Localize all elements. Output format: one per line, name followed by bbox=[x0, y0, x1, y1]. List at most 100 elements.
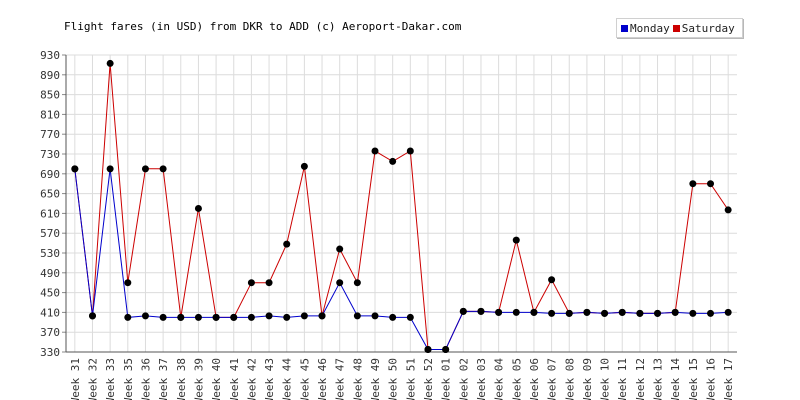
x-tick-label: Week 14 bbox=[669, 358, 682, 400]
x-tick-label: Week 06 bbox=[528, 358, 541, 400]
data-point-saturday bbox=[353, 279, 361, 287]
data-point-monday bbox=[565, 309, 573, 317]
data-point-monday bbox=[530, 308, 538, 316]
x-tick-label: Week 07 bbox=[546, 358, 559, 400]
data-point-monday bbox=[283, 313, 291, 321]
y-tick-label: 530 bbox=[40, 247, 60, 260]
y-tick-label: 370 bbox=[40, 326, 60, 339]
data-point-monday bbox=[230, 313, 238, 321]
y-tick-label: 690 bbox=[40, 168, 60, 181]
x-tick-label: Week 32 bbox=[86, 358, 99, 400]
data-point-saturday bbox=[159, 165, 167, 173]
data-point-monday bbox=[247, 313, 255, 321]
data-point-monday bbox=[318, 312, 326, 320]
data-point-monday bbox=[583, 308, 591, 316]
data-point-monday bbox=[548, 309, 556, 317]
data-point-monday bbox=[654, 309, 662, 317]
x-tick-label: Week 36 bbox=[139, 358, 152, 400]
legend: Monday Saturday bbox=[616, 18, 743, 38]
data-point-monday bbox=[671, 308, 679, 316]
data-point-monday bbox=[353, 312, 361, 320]
data-point-saturday bbox=[548, 276, 556, 284]
y-tick-label: 610 bbox=[40, 207, 60, 220]
data-point-monday bbox=[636, 309, 644, 317]
legend-swatch-monday bbox=[621, 24, 628, 32]
legend-label-saturday: Saturday bbox=[681, 21, 735, 35]
y-tick-label: 890 bbox=[40, 69, 60, 82]
y-tick-label: 810 bbox=[40, 108, 60, 121]
x-tick-label: Week 12 bbox=[634, 358, 647, 400]
data-point-saturday bbox=[689, 180, 697, 188]
data-point-monday bbox=[212, 313, 220, 321]
data-point-saturday bbox=[389, 157, 397, 165]
x-tick-label: Week 35 bbox=[122, 358, 135, 400]
data-point-monday bbox=[371, 312, 379, 320]
x-tick-label: Week 08 bbox=[563, 358, 576, 400]
data-point-monday bbox=[459, 307, 467, 315]
x-tick-label: Week 47 bbox=[334, 358, 347, 400]
data-point-monday bbox=[512, 308, 520, 316]
y-tick-label: 770 bbox=[40, 128, 60, 141]
data-point-monday bbox=[707, 309, 715, 317]
x-tick-label: Week 52 bbox=[422, 358, 435, 400]
data-point-monday bbox=[495, 308, 503, 316]
data-point-saturday bbox=[406, 147, 414, 155]
legend-swatch-saturday bbox=[672, 24, 680, 32]
data-point-monday bbox=[124, 313, 132, 321]
data-point-monday bbox=[336, 279, 344, 287]
data-point-monday bbox=[141, 312, 149, 320]
data-point-monday bbox=[618, 308, 626, 316]
x-tick-label: Week 16 bbox=[705, 358, 718, 400]
y-tick-label: 330 bbox=[40, 346, 60, 359]
data-point-saturday bbox=[106, 59, 114, 67]
x-tick-label: Week 43 bbox=[263, 358, 276, 400]
data-point-monday bbox=[724, 308, 732, 316]
data-point-saturday bbox=[247, 279, 255, 287]
y-tick-label: 570 bbox=[40, 227, 60, 240]
x-tick-label: Week 17 bbox=[722, 358, 735, 400]
x-tick-label: Week 42 bbox=[245, 358, 258, 400]
data-point-saturday bbox=[265, 279, 273, 287]
legend-item-monday: Monday bbox=[621, 22, 670, 35]
y-tick-label: 730 bbox=[40, 148, 60, 161]
y-tick-label: 450 bbox=[40, 287, 60, 300]
x-tick-label: Week 50 bbox=[387, 358, 400, 400]
x-tick-label: Week 39 bbox=[192, 358, 205, 400]
data-point-saturday bbox=[512, 236, 520, 244]
x-tick-label: Week 02 bbox=[457, 358, 470, 400]
data-point-monday bbox=[300, 312, 308, 320]
data-point-monday bbox=[601, 309, 609, 317]
y-tick-label: 490 bbox=[40, 267, 60, 280]
data-point-monday bbox=[177, 313, 185, 321]
data-point-saturday bbox=[141, 165, 149, 173]
data-point-monday bbox=[424, 346, 432, 354]
x-tick-label: Week 01 bbox=[440, 358, 453, 400]
legend-item-saturday: Saturday bbox=[672, 21, 735, 35]
y-tick-label: 650 bbox=[40, 188, 60, 201]
data-point-monday bbox=[88, 312, 96, 320]
data-point-monday bbox=[265, 312, 273, 320]
chart-title: Flight fares (in USD) from DKR to ADD (c… bbox=[64, 20, 462, 33]
x-tick-label: Week 33 bbox=[104, 358, 117, 400]
data-point-saturday bbox=[124, 279, 132, 287]
x-tick-label: Week 31 bbox=[69, 358, 82, 400]
x-tick-label: Week 13 bbox=[652, 358, 665, 400]
data-point-saturday bbox=[724, 206, 732, 214]
data-point-monday bbox=[194, 313, 202, 321]
x-tick-label: Week 46 bbox=[316, 358, 329, 400]
x-tick-label: Week 45 bbox=[298, 358, 311, 400]
y-tick-label: 410 bbox=[40, 306, 60, 319]
y-tick-label: 850 bbox=[40, 89, 60, 102]
x-tick-label: Week 49 bbox=[369, 358, 382, 400]
x-tick-label: Week 03 bbox=[475, 358, 488, 400]
x-tick-label: Week 05 bbox=[510, 358, 523, 400]
x-tick-label: Week 41 bbox=[228, 358, 241, 400]
x-tick-label: Week 40 bbox=[210, 358, 223, 400]
data-point-saturday bbox=[336, 245, 344, 253]
data-point-monday bbox=[442, 346, 450, 354]
x-tick-label: Week 51 bbox=[404, 358, 417, 400]
data-point-monday bbox=[159, 313, 167, 321]
data-point-saturday bbox=[707, 180, 715, 188]
data-point-saturday bbox=[194, 204, 202, 212]
